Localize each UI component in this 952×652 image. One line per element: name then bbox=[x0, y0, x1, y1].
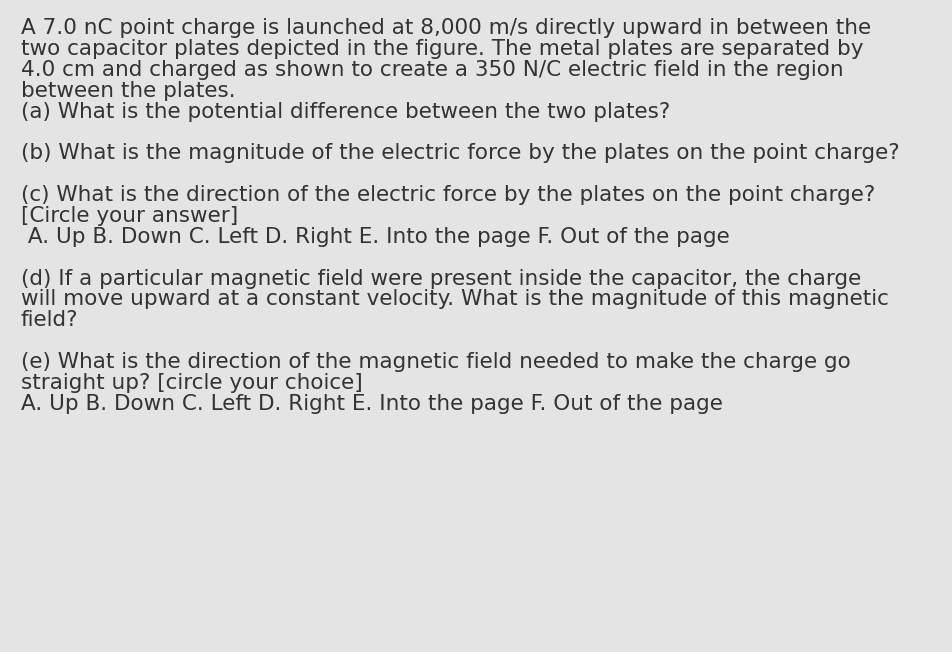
Text: two capacitor plates depicted in the figure. The metal plates are separated by: two capacitor plates depicted in the fig… bbox=[21, 39, 863, 59]
Text: [Circle your answer]: [Circle your answer] bbox=[21, 206, 238, 226]
Text: 4.0 cm and charged as shown to create a 350 N/C electric field in the region: 4.0 cm and charged as shown to create a … bbox=[21, 60, 843, 80]
Text: (d) If a particular magnetic field were present inside the capacitor, the charge: (d) If a particular magnetic field were … bbox=[21, 269, 862, 289]
Text: A. Up B. Down C. Left D. Right E. Into the page F. Out of the page: A. Up B. Down C. Left D. Right E. Into t… bbox=[21, 227, 729, 247]
Text: A. Up B. Down C. Left D. Right E. Into the page F. Out of the page: A. Up B. Down C. Left D. Right E. Into t… bbox=[21, 394, 723, 414]
Text: (a) What is the potential difference between the two plates?: (a) What is the potential difference bet… bbox=[21, 102, 670, 122]
Text: will move upward at a constant velocity. What is the magnitude of this magnetic: will move upward at a constant velocity.… bbox=[21, 289, 889, 310]
Text: (e) What is the direction of the magnetic field needed to make the charge go: (e) What is the direction of the magneti… bbox=[21, 352, 851, 372]
Text: (c) What is the direction of the electric force by the plates on the point charg: (c) What is the direction of the electri… bbox=[21, 185, 875, 205]
Text: A 7.0 nC point charge is launched at 8,000 m/s directly upward in between the: A 7.0 nC point charge is launched at 8,0… bbox=[21, 18, 871, 38]
Text: straight up? [circle your choice]: straight up? [circle your choice] bbox=[21, 373, 363, 393]
Text: field?: field? bbox=[21, 310, 78, 331]
Text: (b) What is the magnitude of the electric force by the plates on the point charg: (b) What is the magnitude of the electri… bbox=[21, 143, 900, 164]
Text: between the plates.: between the plates. bbox=[21, 81, 235, 101]
